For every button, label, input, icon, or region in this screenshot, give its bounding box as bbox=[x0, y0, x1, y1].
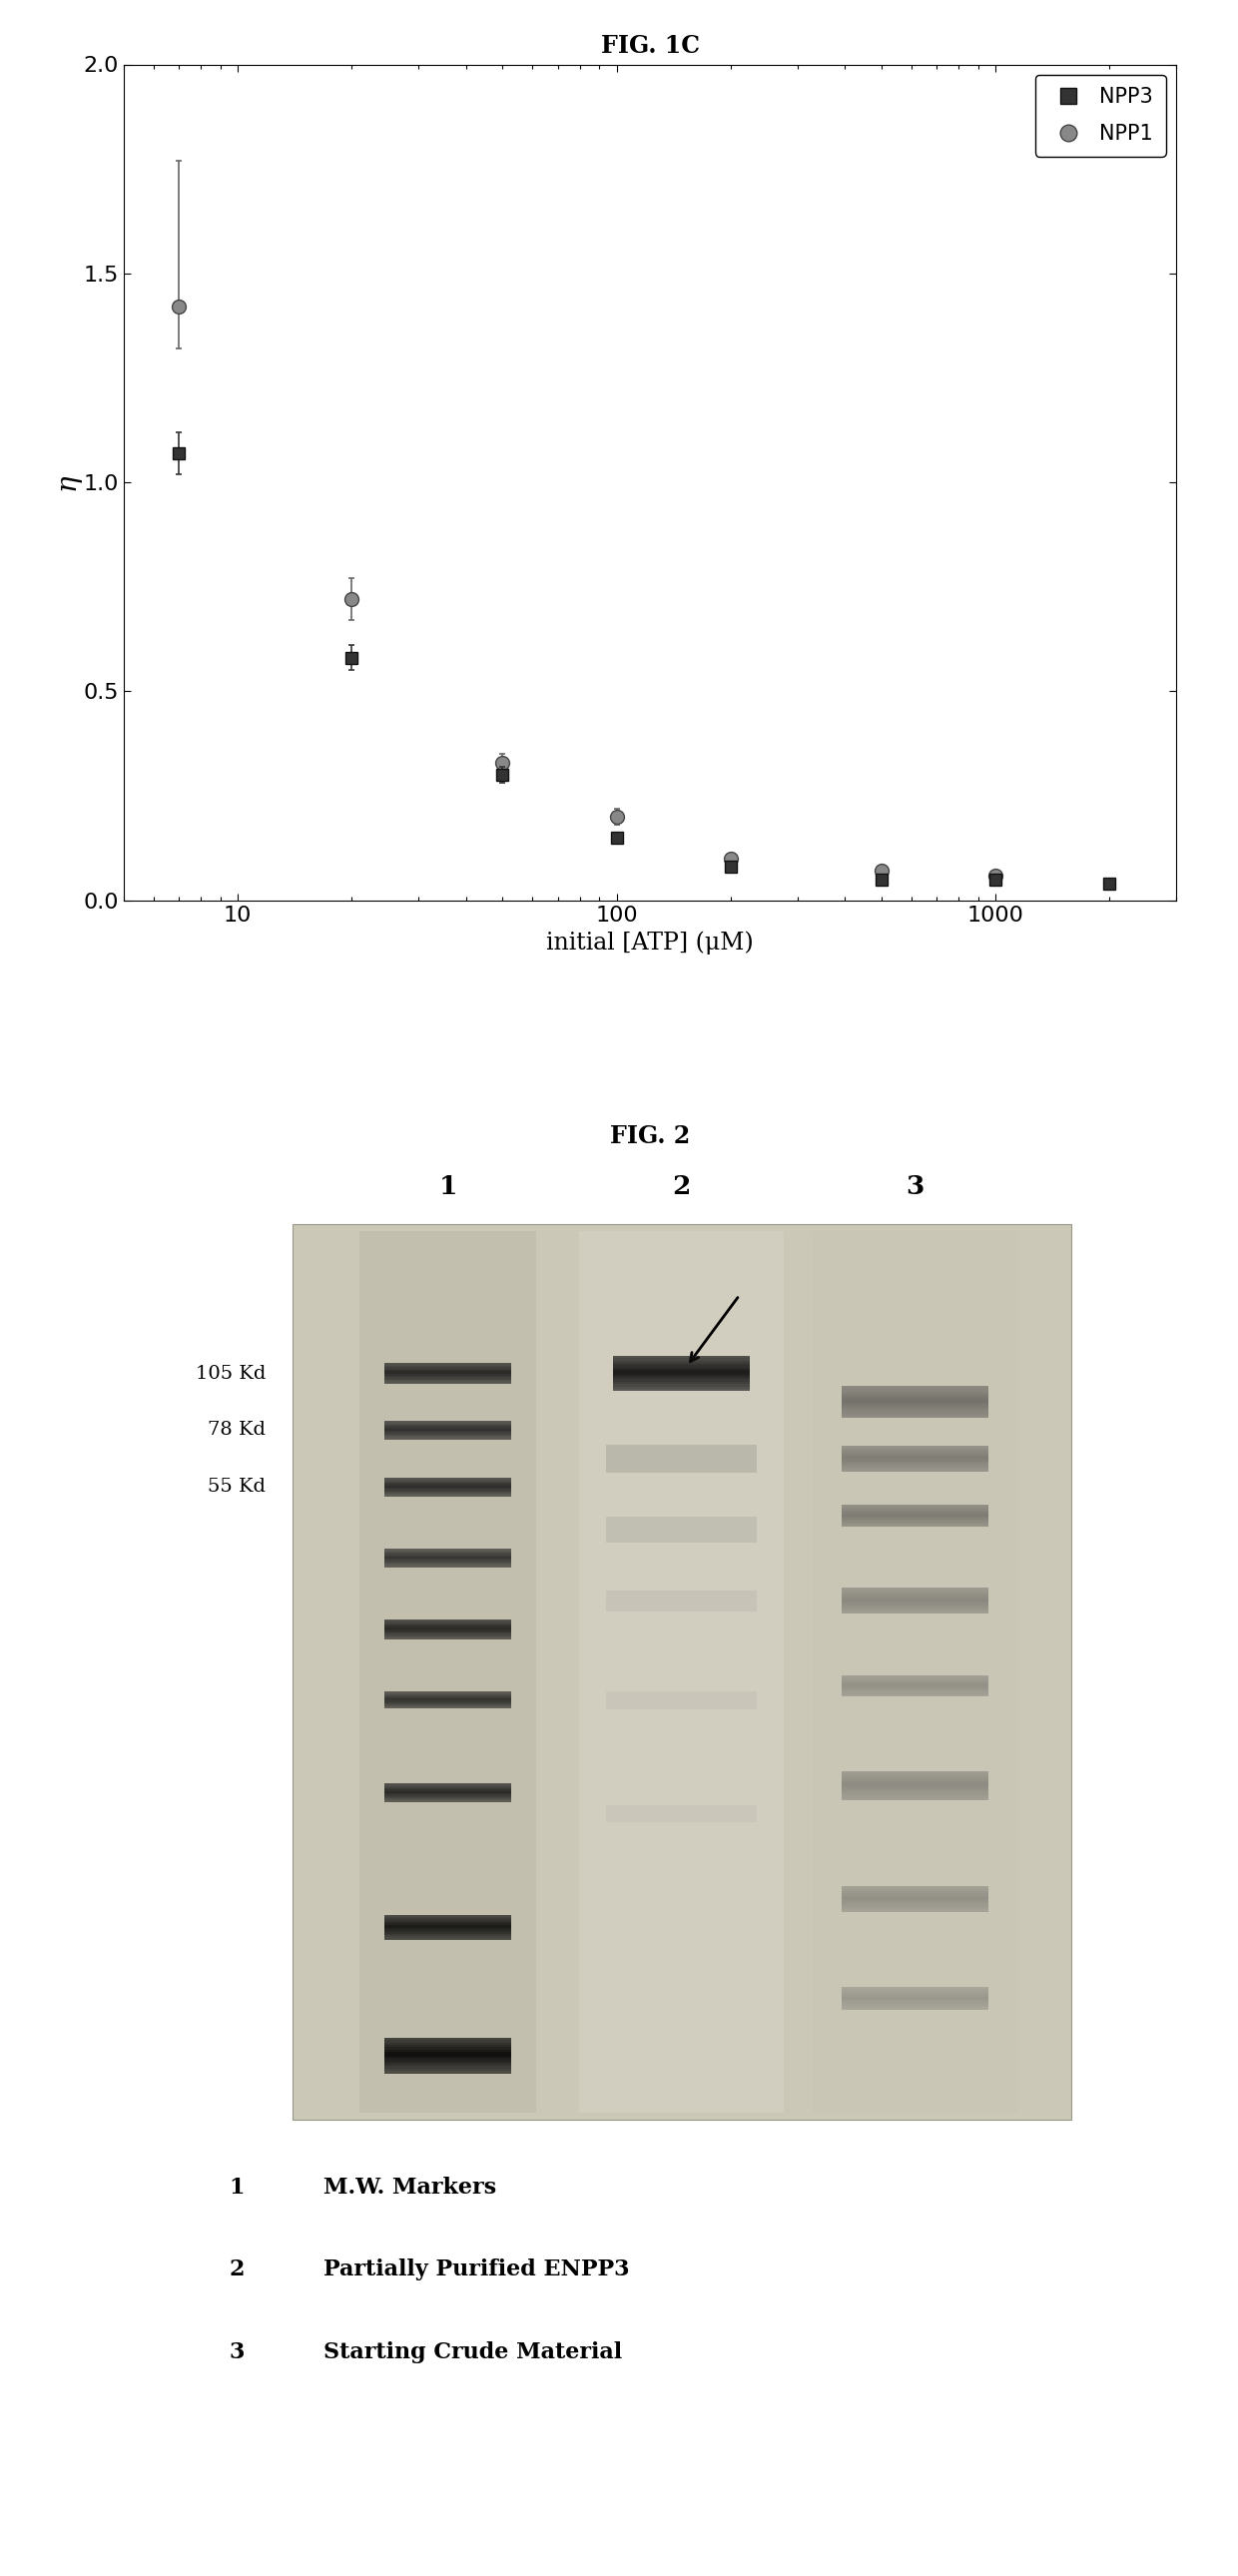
Text: 2: 2 bbox=[229, 2259, 245, 2280]
Title: FIG. 1C: FIG. 1C bbox=[600, 33, 699, 59]
Text: M.W. Markers: M.W. Markers bbox=[324, 2177, 496, 2197]
Text: Partially Purified ENPP3: Partially Purified ENPP3 bbox=[324, 2259, 630, 2280]
Bar bbox=[607, 1589, 756, 1613]
Bar bbox=[292, 1224, 1071, 2120]
Text: 105 Kd: 105 Kd bbox=[196, 1365, 266, 1383]
Bar bbox=[607, 1806, 756, 1821]
Text: 3: 3 bbox=[229, 2342, 244, 2362]
Text: 55 Kd: 55 Kd bbox=[208, 1479, 266, 1497]
Y-axis label: η: η bbox=[53, 474, 80, 489]
Text: 3: 3 bbox=[906, 1175, 925, 1198]
Legend: NPP3, NPP1: NPP3, NPP1 bbox=[1035, 75, 1166, 157]
Text: 2: 2 bbox=[672, 1175, 691, 1198]
Text: 1: 1 bbox=[438, 1175, 457, 1198]
Bar bbox=[359, 1231, 536, 2112]
Bar bbox=[607, 1445, 756, 1473]
Text: 1: 1 bbox=[229, 2177, 245, 2197]
X-axis label: initial [ATP] (μM): initial [ATP] (μM) bbox=[546, 930, 754, 953]
Text: Starting Crude Material: Starting Crude Material bbox=[324, 2342, 623, 2362]
Text: FIG. 2: FIG. 2 bbox=[610, 1126, 690, 1149]
Bar bbox=[579, 1231, 784, 2112]
Text: 78 Kd: 78 Kd bbox=[208, 1422, 266, 1440]
Bar bbox=[607, 1690, 756, 1710]
Bar bbox=[812, 1231, 1019, 2112]
Bar bbox=[607, 1517, 756, 1543]
